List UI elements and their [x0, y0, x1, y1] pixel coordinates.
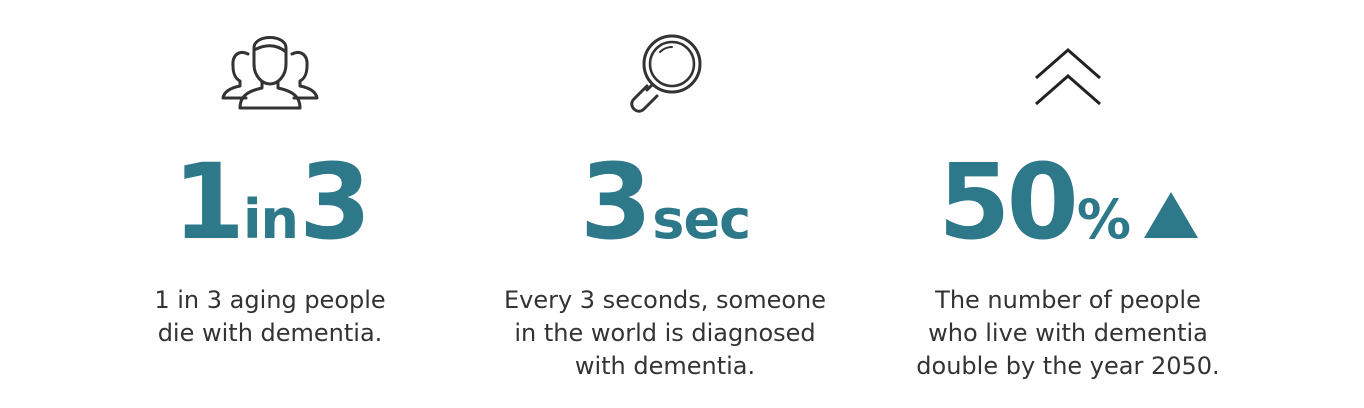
stat-big-number: 1 — [172, 141, 245, 263]
stat-unit: sec — [652, 188, 751, 251]
people-icon — [218, 24, 322, 114]
stat-big-number: 3 — [579, 141, 652, 263]
description-line: The number of people — [935, 286, 1201, 314]
stat-big-number-2: 3 — [298, 141, 371, 263]
stat-figure: 1 in 3 — [60, 150, 480, 260]
stat-unit: % — [1076, 188, 1131, 251]
stat-description: The number of people who live with demen… — [858, 284, 1278, 383]
description-line: in the world is diagnosed — [514, 319, 816, 347]
stat-big-number: 50 — [938, 141, 1079, 263]
description-line: double by the year 2050. — [916, 352, 1220, 380]
description-line: who live with dementia — [928, 319, 1208, 347]
magnifier-icon — [618, 24, 712, 118]
stat-three-seconds: 3 sec Every 3 seconds, someone in the wo… — [455, 0, 875, 408]
stat-figure: 3 sec — [455, 150, 875, 260]
stat-description: 1 in 3 aging people die with dementia. — [60, 284, 480, 350]
stat-connector: in — [243, 188, 299, 251]
double-chevron-up-icon — [1028, 42, 1108, 112]
stat-figure: 50 % — [858, 150, 1278, 260]
up-triangle-icon — [1143, 192, 1198, 238]
description-line: 1 in 3 aging people — [154, 286, 386, 314]
stat-description: Every 3 seconds, someone in the world is… — [455, 284, 875, 383]
stat-one-in-three: 1 in 3 1 in 3 aging people die with deme… — [60, 0, 480, 408]
description-line: with dementia. — [574, 352, 756, 380]
stat-fifty-percent: 50 % The number of people who live with … — [858, 0, 1278, 408]
description-line: Every 3 seconds, someone — [503, 286, 827, 314]
description-line: die with dementia. — [157, 319, 383, 347]
